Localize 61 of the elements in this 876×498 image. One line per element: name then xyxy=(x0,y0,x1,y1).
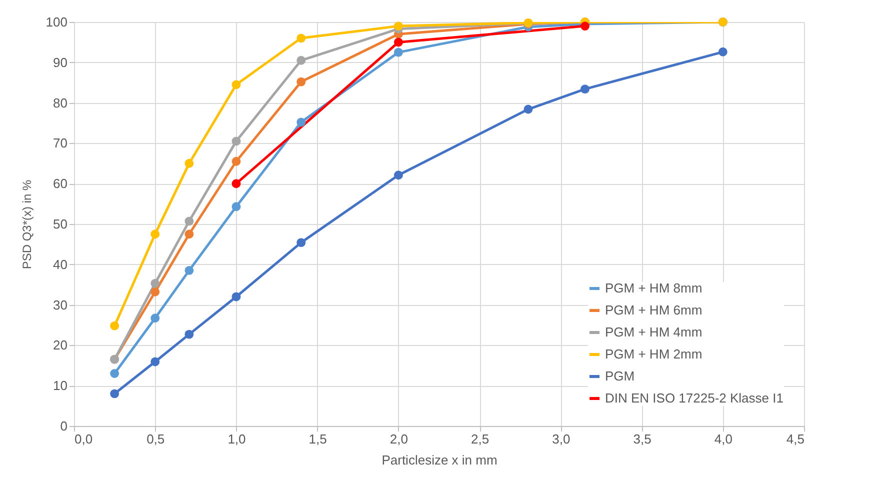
point xyxy=(718,47,728,56)
x-tick-label: 0,0 xyxy=(74,432,93,446)
x-axis-title: Particlesize x in mm xyxy=(382,452,498,468)
point xyxy=(296,238,306,248)
point xyxy=(184,266,194,275)
point xyxy=(296,118,306,127)
point xyxy=(394,38,403,47)
point xyxy=(580,22,590,31)
point xyxy=(232,292,241,302)
point xyxy=(184,158,194,168)
y-tick-label: 80 xyxy=(53,95,68,110)
point xyxy=(524,104,533,114)
point xyxy=(184,230,194,239)
y-tick-label: 40 xyxy=(53,256,68,272)
point xyxy=(232,80,241,90)
y-tick-label: 50 xyxy=(53,216,68,232)
x-tick-label: 2,5 xyxy=(471,432,490,446)
legend-label: DIN EN ISO 17225-2 Klasse I1 xyxy=(605,390,784,406)
x-tick-label: 3,0 xyxy=(552,432,570,446)
y-tick-label: 100 xyxy=(46,14,68,30)
point xyxy=(394,170,403,180)
x-tick-label: 2,0 xyxy=(390,432,408,446)
point xyxy=(232,202,241,212)
point xyxy=(110,369,120,378)
x-tick-label: 1,0 xyxy=(228,432,246,446)
y-tick-label: 30 xyxy=(53,297,68,312)
point xyxy=(150,287,160,296)
point xyxy=(394,48,403,57)
legend-label: PGM + HM 2mm xyxy=(605,346,702,362)
x-tick-label: 1,5 xyxy=(308,432,327,446)
x-tick-label: 0,5 xyxy=(146,432,165,446)
point xyxy=(150,357,160,366)
y-tick-label: 20 xyxy=(53,338,68,353)
legend-label: PGM + HM 4mm xyxy=(605,324,702,340)
point xyxy=(296,77,306,86)
x-tick-label: 4,0 xyxy=(714,432,732,446)
y-tick-label: 60 xyxy=(53,176,68,192)
point xyxy=(184,216,194,226)
point xyxy=(150,230,160,239)
point xyxy=(232,179,241,188)
point xyxy=(394,22,403,31)
point xyxy=(184,330,194,339)
point xyxy=(110,389,120,398)
point xyxy=(580,84,590,94)
x-tick-label: 4,5 xyxy=(786,432,804,446)
y-tick-label: 10 xyxy=(53,378,68,394)
legend-label: PGM + HM 8mm xyxy=(605,280,702,296)
point xyxy=(110,321,120,330)
point xyxy=(296,34,306,43)
point xyxy=(150,278,160,288)
y-tick-label: 70 xyxy=(53,136,68,151)
point xyxy=(232,136,241,146)
y-tick-label: 0 xyxy=(60,418,68,434)
legend-label: PGM + HM 6mm xyxy=(605,302,702,318)
x-tick-label: 3,5 xyxy=(633,432,652,446)
y-axis-title: PSD Q3*(x) in % xyxy=(20,179,34,270)
y-tick-label: 90 xyxy=(53,54,68,70)
legend-label: PGM xyxy=(605,368,635,384)
point xyxy=(150,314,160,323)
point xyxy=(232,156,241,166)
point xyxy=(296,56,306,65)
